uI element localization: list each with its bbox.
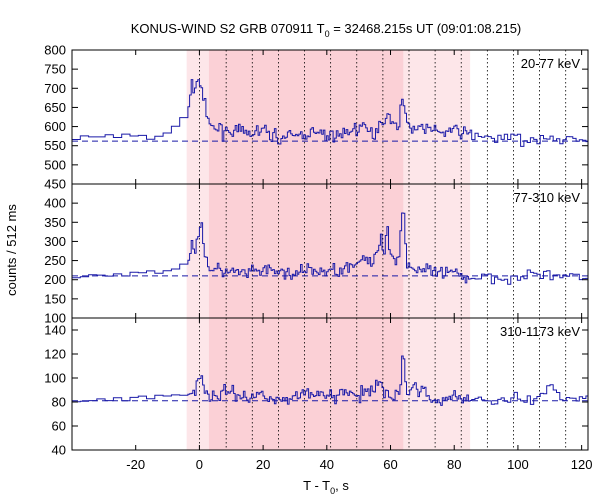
band-label-1: 77-310 keV <box>514 190 581 205</box>
shaded-region-1 <box>208 50 404 450</box>
series-line-panel-1 <box>72 212 588 285</box>
band-label-0: 20-77 keV <box>521 56 581 71</box>
y-tick-label-2-1: 60 <box>52 419 66 434</box>
y-tick-label-0-6: 750 <box>44 62 66 77</box>
x-tick-label-3: 40 <box>320 457 334 472</box>
y-tick-label-2-5: 140 <box>44 323 66 338</box>
y-tick-label-2-2: 80 <box>52 395 66 410</box>
y-tick-label-2-3: 100 <box>44 371 66 386</box>
y-tick-label-0-5: 700 <box>44 81 66 96</box>
y-tick-label-0-0: 450 <box>44 177 66 192</box>
x-tick-label-5: 80 <box>447 457 461 472</box>
y-tick-label-2-0: 40 <box>52 443 66 458</box>
x-tick-label-2: 20 <box>256 457 270 472</box>
y-tick-label-0-2: 550 <box>44 138 66 153</box>
y-tick-label-1-2: 200 <box>44 272 66 287</box>
y-tick-label-1-3: 250 <box>44 253 66 268</box>
y-tick-label-0-7: 800 <box>44 43 66 58</box>
x-tick-label-4: 60 <box>383 457 397 472</box>
x-tick-label-6: 100 <box>507 457 529 472</box>
y-tick-label-1-6: 400 <box>44 196 66 211</box>
y-tick-label-1-1: 150 <box>44 291 66 306</box>
y-tick-label-0-1: 500 <box>44 157 66 172</box>
band-label-2: 310-1173 keV <box>500 324 580 339</box>
y-tick-label-1-0: 100 <box>44 311 66 326</box>
text-layer: KONUS-WIND S2 GRB 070911 T0 = 32468.215s… <box>4 21 592 496</box>
y-tick-label-0-3: 600 <box>44 119 66 134</box>
frame-layer <box>71 49 589 451</box>
series-line-panel-2 <box>72 355 588 406</box>
series-layer <box>72 79 588 406</box>
y-tick-label-1-4: 300 <box>44 234 66 249</box>
series-line-panel-0 <box>72 79 588 147</box>
y-tick-label-0-4: 650 <box>44 100 66 115</box>
x-axis-label: T - T0, s <box>303 478 349 496</box>
x-tick-label-1: 0 <box>196 457 203 472</box>
panel-frame-2 <box>71 317 589 451</box>
y-tick-label-2-4: 120 <box>44 347 66 362</box>
y-tick-label-1-5: 350 <box>44 215 66 230</box>
y-axis-label: counts / 512 ms <box>4 204 19 296</box>
x-tick-label-7: 120 <box>571 457 593 472</box>
chart-title: KONUS-WIND S2 GRB 070911 T0 = 32468.215s… <box>131 21 522 39</box>
x-tick-label-0: -20 <box>126 457 145 472</box>
background-layer <box>186 50 567 450</box>
